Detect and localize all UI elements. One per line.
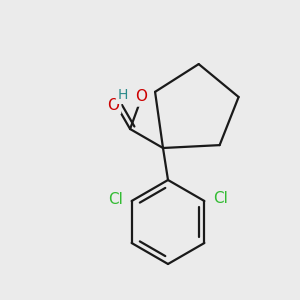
Text: Cl: Cl	[213, 191, 228, 206]
Text: O: O	[107, 98, 119, 112]
Text: H: H	[118, 88, 128, 102]
Text: Cl: Cl	[108, 191, 123, 206]
Text: O: O	[135, 89, 147, 104]
